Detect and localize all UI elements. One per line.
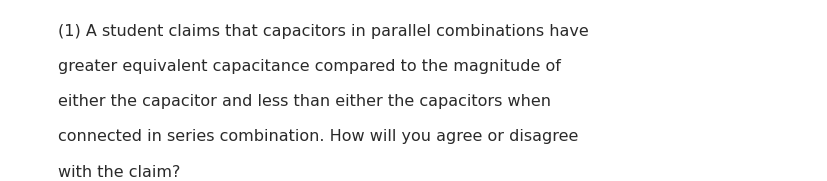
Text: with the claim?: with the claim? [58,165,180,180]
Text: connected in series combination. How will you agree or disagree: connected in series combination. How wil… [58,129,577,144]
Text: greater equivalent capacitance compared to the magnitude of: greater equivalent capacitance compared … [58,59,560,74]
Text: either the capacitor and less than either the capacitors when: either the capacitor and less than eithe… [58,94,550,109]
Text: (1) A student claims that capacitors in parallel combinations have: (1) A student claims that capacitors in … [58,24,588,39]
